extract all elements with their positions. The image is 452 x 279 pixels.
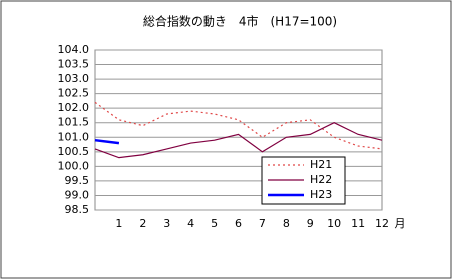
x-tick-label: 3 bbox=[163, 217, 170, 230]
y-tick-label: 101.0 bbox=[58, 130, 90, 143]
x-tick-label: 11 bbox=[351, 217, 365, 230]
y-tick-label: 99.5 bbox=[65, 174, 90, 187]
x-tick-label: 7 bbox=[259, 217, 266, 230]
y-tick-label: 101.5 bbox=[58, 116, 90, 129]
series-line bbox=[94, 138, 120, 145]
x-tick-label: 6 bbox=[235, 217, 242, 230]
chart-title: 総合指数の動き 4市 (H17=100) bbox=[143, 14, 337, 29]
legend-label: H22 bbox=[310, 173, 332, 186]
x-tick-label: 1 bbox=[115, 217, 122, 230]
y-tick-label: 100.5 bbox=[58, 145, 90, 158]
x-tick-label: 2 bbox=[139, 217, 146, 230]
y-tick-label: 98.5 bbox=[65, 203, 90, 216]
y-tick-label: 103.5 bbox=[58, 58, 90, 71]
legend-label: H23 bbox=[310, 188, 332, 201]
legend-label: H21 bbox=[310, 158, 332, 171]
x-tick-label: 12 bbox=[375, 217, 389, 230]
series-line bbox=[94, 122, 383, 159]
y-tick-label: 103.0 bbox=[58, 72, 90, 85]
x-tick-label: 10 bbox=[327, 217, 341, 230]
x-unit: 月 bbox=[395, 217, 406, 230]
y-tick-label: 102.0 bbox=[58, 101, 90, 114]
x-tick-label: 4 bbox=[187, 217, 194, 230]
x-tick-label: 5 bbox=[211, 217, 218, 230]
y-tick-label: 100.0 bbox=[58, 159, 90, 172]
x-tick-label: 9 bbox=[307, 217, 314, 230]
y-tick-label: 99.0 bbox=[65, 188, 90, 201]
y-tick-label: 102.5 bbox=[58, 87, 90, 100]
y-tick-label: 104.0 bbox=[58, 43, 90, 56]
x-tick-label: 8 bbox=[283, 217, 290, 230]
